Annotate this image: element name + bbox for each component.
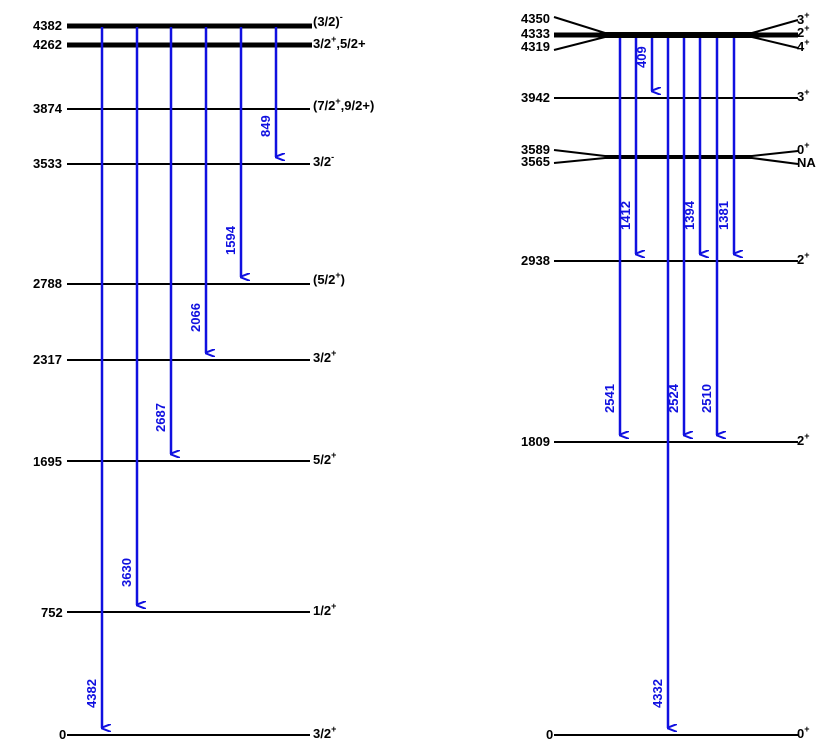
- level-energy: 3874: [33, 101, 63, 116]
- left-scheme: 4382 (3/2)- 4262 3/2+,5/2+ 3874 (7/2+,9/…: [33, 12, 374, 742]
- right-transition-4332: 4332: [650, 38, 668, 728]
- level-spin: NA: [797, 155, 816, 170]
- gamma-energy: 2687: [153, 403, 168, 432]
- level-spin: (5/2+): [313, 270, 345, 287]
- right-transition-409: 409: [634, 38, 652, 91]
- level-spin: 3+: [797, 10, 810, 27]
- right-level-0: 0 0+: [546, 724, 810, 742]
- gamma-energy: 1412: [618, 201, 633, 230]
- level-energy: 1695: [33, 454, 62, 469]
- right-transition-1381: 1381: [716, 38, 734, 254]
- right-level-3589: 3589 0+: [521, 140, 810, 157]
- gamma-energy: 1394: [682, 200, 697, 230]
- level-energy: 0: [59, 727, 66, 742]
- right-transition-2510: 2510: [699, 38, 717, 435]
- level-energy: 3589: [521, 142, 550, 157]
- right-scheme: 4350 3+ 4333 2+ 4319 4+ 3942 3+ 3589 0+ …: [521, 10, 816, 742]
- level-energy: 2788: [33, 276, 62, 291]
- right-level-4319: 4319 4+: [521, 36, 810, 54]
- level-line: [553, 157, 799, 165]
- left-level-2317: 2317 3/2+: [33, 348, 336, 367]
- right-level-3942: 3942 3+: [521, 87, 810, 105]
- gamma-energy: 2510: [699, 384, 714, 413]
- left-level-1695: 1695 5/2+: [33, 450, 336, 469]
- gamma-energy: 3630: [119, 558, 134, 587]
- level-line: [553, 36, 799, 51]
- left-level-0: 0 3/2+: [59, 724, 336, 742]
- level-spin: 3/2+: [313, 724, 336, 741]
- gamma-energy: 4332: [650, 679, 665, 708]
- left-transition-849: 849: [258, 27, 276, 157]
- level-line: [553, 149, 799, 157]
- right-level-4350: 4350 3+: [521, 10, 810, 34]
- level-spin: 3/2-: [313, 152, 334, 169]
- level-energy: 2938: [521, 253, 550, 268]
- level-spin: 2+: [797, 250, 810, 267]
- level-energy: 4319: [521, 39, 550, 54]
- level-spin: 2+: [797, 431, 810, 448]
- left-level-4262: 4262 3/2+,5/2+: [33, 34, 366, 52]
- level-spin: (7/2+,9/2+): [313, 96, 374, 113]
- gamma-energy: 2066: [188, 303, 203, 332]
- right-transition-2524: 2524: [666, 38, 684, 435]
- right-level-4333: 4333 2+: [521, 23, 810, 41]
- gamma-energy: 849: [258, 115, 273, 137]
- level-spin: 3/2+: [313, 348, 336, 365]
- level-spin: 0+: [797, 140, 810, 157]
- level-spin: 2+: [797, 23, 810, 40]
- left-transition-3630: 3630: [119, 27, 137, 605]
- left-level-3533: 3533 3/2-: [33, 152, 334, 171]
- right-transition-1412: 1412: [618, 38, 636, 254]
- gamma-energy: 2524: [666, 383, 681, 413]
- gamma-energy: 2541: [602, 384, 617, 413]
- level-energy: 2317: [33, 352, 62, 367]
- right-transition-1394: 1394: [682, 38, 700, 254]
- right-level-1809: 1809 2+: [521, 431, 810, 449]
- level-spin: (3/2)-: [313, 12, 343, 29]
- gamma-energy: 409: [634, 46, 649, 68]
- left-transition-1594: 1594: [223, 27, 241, 277]
- level-spin: 3/2+,5/2+: [313, 34, 366, 51]
- right-transition-2541: 2541: [602, 38, 620, 435]
- level-energy: 4333: [521, 26, 550, 41]
- right-level-3565: 3565 NA: [521, 154, 816, 170]
- level-spin: 4+: [797, 37, 810, 54]
- left-transition-4382: 4382: [84, 27, 102, 728]
- level-spin: 0+: [797, 724, 810, 741]
- level-energy: 4350: [521, 11, 550, 26]
- left-level-752: 752 1/2+: [41, 601, 336, 620]
- right-level-2938: 2938 2+: [521, 250, 810, 268]
- left-transition-2066: 2066: [188, 27, 206, 353]
- left-level-4382: 4382 (3/2)-: [33, 12, 343, 33]
- gamma-energy: 1381: [716, 201, 731, 230]
- level-energy: 3533: [33, 156, 62, 171]
- left-level-3874: 3874 (7/2+,9/2+): [33, 96, 374, 116]
- level-spin: 5/2+: [313, 450, 336, 467]
- gamma-energy: 4382: [84, 679, 99, 708]
- level-spin: 3+: [797, 87, 810, 104]
- level-spin: 1/2+: [313, 601, 336, 618]
- left-transition-2687: 2687: [153, 27, 171, 454]
- left-level-2788: 2788 (5/2+): [33, 270, 345, 291]
- level-energy: 4382: [33, 18, 62, 33]
- gamma-energy: 1594: [223, 225, 238, 255]
- level-energy: 4262: [33, 37, 62, 52]
- level-energy: 752: [41, 605, 63, 620]
- level-line: [553, 16, 799, 34]
- level-energy: 3942: [521, 90, 550, 105]
- level-energy: 3565: [521, 154, 550, 169]
- level-energy: 0: [546, 727, 553, 742]
- level-energy: 1809: [521, 434, 550, 449]
